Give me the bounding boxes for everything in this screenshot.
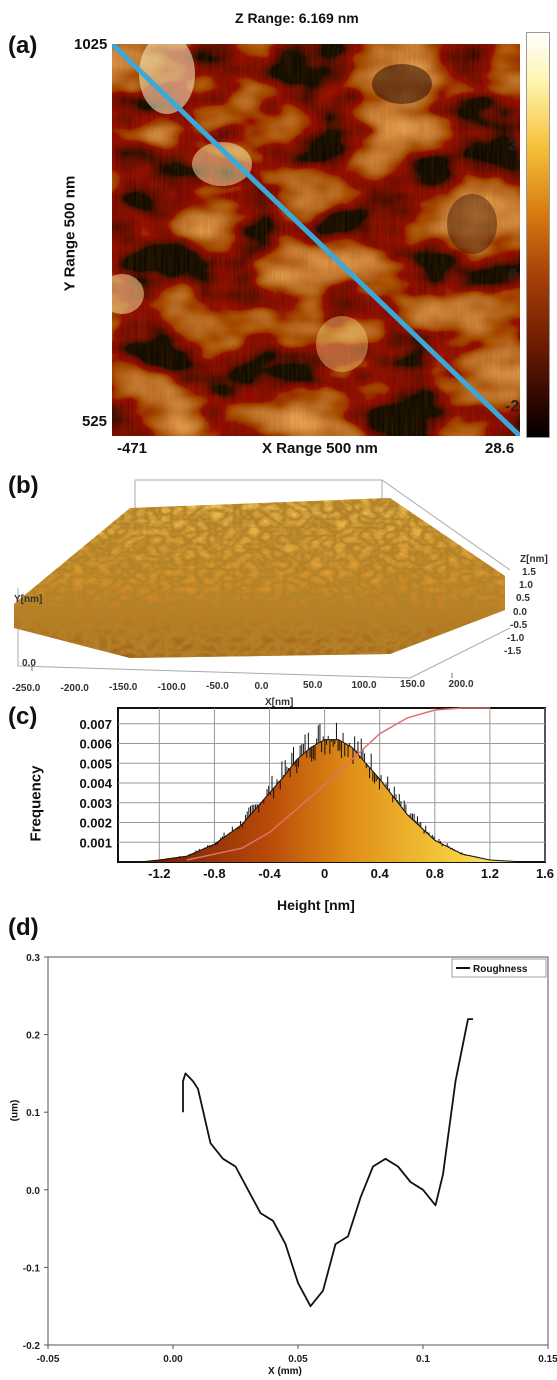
roughness-profile: -0.05 0.00 0.05 0.1 0.15 0.3 0.2 0.1 0.0 -0.1 -0.2… <box>23 953 557 1365</box>
height-histogram: -1.2 -0.8 -0.4 0 0.4 0.8 1.2 1.6 0.001 0.002 0.003… <box>79 707 554 880</box>
histogram-y-tick: 0.002 <box>79 816 112 831</box>
roughness-series-line <box>182 1018 473 1308</box>
surface-x-tick: -150.0 <box>109 682 138 693</box>
surface-y-axis-label: Y[nm] <box>14 594 43 605</box>
cumulative-line <box>186 707 490 861</box>
surface-z-tick: 1.0 <box>519 580 533 592</box>
histogram-y-tick: 0.003 <box>79 796 112 811</box>
roughness-x-tick: 0.1 <box>416 1354 430 1365</box>
x-left-label: -471 <box>117 440 148 457</box>
roughness-x-tick: 0.05 <box>288 1354 308 1365</box>
surface-z-tick: 1.5 <box>522 567 536 578</box>
roughness-legend-label: Roughness <box>473 964 528 975</box>
roughness-y-tick: 0.1 <box>26 1108 40 1119</box>
surface-z-tick: -1.0 <box>507 633 525 644</box>
colorbar-tick: 0 <box>508 267 517 284</box>
histogram-x-tick: -1.2 <box>148 866 170 880</box>
roughness-xlabel: X (mm) <box>268 1366 302 1377</box>
afm-3d-surface <box>14 479 511 679</box>
histogram-x-tick: 0.8 <box>426 866 444 880</box>
histogram-x-tick: 0.4 <box>371 866 390 880</box>
x-right-label: 28.6 <box>485 440 515 457</box>
histogram-line <box>117 739 546 863</box>
histogram-x-tick: 1.2 <box>481 866 499 880</box>
histogram-ylabel: Frequency <box>27 765 45 842</box>
roughness-y-tick: 0.3 <box>26 953 40 964</box>
surface-x-tick: 50.0 <box>303 680 323 691</box>
y-axis-label: Y Range 500 nm <box>61 175 79 292</box>
colorbar <box>526 32 550 438</box>
profile-line <box>112 44 520 436</box>
colorbar-tick: -2 <box>505 398 520 415</box>
histogram-y-tick: 0.005 <box>79 756 112 771</box>
panel-c-label: (c) <box>8 703 38 730</box>
afm-height-map <box>112 44 520 436</box>
histogram-y-tick: 0.004 <box>79 776 112 791</box>
panel-a-label: (a) <box>8 32 38 59</box>
panel-b-label: (b) <box>8 472 39 499</box>
surface-x-tick: -50.0 <box>206 681 229 692</box>
surface-z-tick: 0.0 <box>513 606 527 618</box>
histogram-y-tick: 0.001 <box>79 835 112 850</box>
surface-x-tick: 200.0 <box>448 678 474 690</box>
surface-x-tick: -200.0 <box>60 682 89 694</box>
histogram-y-tick: 0.006 <box>79 737 112 752</box>
surface-x-tick: -100.0 <box>157 681 186 693</box>
surface-y-tick: 0.0 <box>22 658 36 669</box>
y-top-label: 1025 <box>74 36 108 53</box>
roughness-legend-box <box>451 958 547 978</box>
surface-x-tick: 100.0 <box>351 679 377 691</box>
roughness-y-tick: 0.0 <box>26 1186 40 1197</box>
roughness-ylabel: (um) <box>9 1099 21 1122</box>
surface-x-tick: -250.0 <box>12 683 41 694</box>
surface-z-tick: -1.5 <box>504 646 522 658</box>
surface-x-tick: 0.0 <box>254 680 269 692</box>
surface-x-tick: 150.0 <box>400 679 426 690</box>
surface-z-axis-label: Z[nm] <box>520 554 548 565</box>
panel-d-label: (d) <box>8 914 39 941</box>
roughness-y-tick: -0.1 <box>23 1263 41 1274</box>
y-bottom-label: 525 <box>82 413 108 430</box>
histogram-x-tick: 1.6 <box>536 866 554 880</box>
colorbar-tick: 2 <box>508 137 517 154</box>
surface-x-axis-label: X[nm] <box>265 697 294 708</box>
roughness-plot-frame <box>47 956 549 1346</box>
z-range-title: Z Range: 6.169 nm <box>235 10 359 26</box>
x-axis-label: X Range 500 nm <box>262 440 378 457</box>
roughness-x-tick: -0.05 <box>37 1354 60 1365</box>
roughness-x-tick: 0.15 <box>538 1354 557 1365</box>
histogram-xlabel: Height [nm] <box>277 897 355 913</box>
histogram-y-tick: 0.007 <box>79 717 112 732</box>
surface-z-tick: -0.5 <box>510 619 528 631</box>
histogram-x-tick: -0.8 <box>203 866 225 880</box>
roughness-y-tick: 0.2 <box>26 1031 40 1042</box>
histogram-x-tick: -0.4 <box>258 866 281 880</box>
surface-z-tick: 0.5 <box>516 593 530 605</box>
histogram-x-tick: 0 <box>321 866 328 880</box>
roughness-x-tick: 0.00 <box>163 1354 183 1365</box>
roughness-y-tick: -0.2 <box>23 1341 41 1352</box>
histogram-area <box>118 739 545 862</box>
